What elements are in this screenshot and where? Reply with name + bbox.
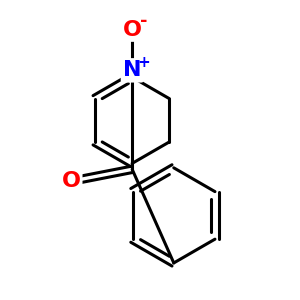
Text: +: + xyxy=(137,55,150,70)
Text: O: O xyxy=(123,20,142,40)
Text: N: N xyxy=(123,60,141,80)
Text: O: O xyxy=(62,171,81,191)
Text: -: - xyxy=(140,12,147,30)
